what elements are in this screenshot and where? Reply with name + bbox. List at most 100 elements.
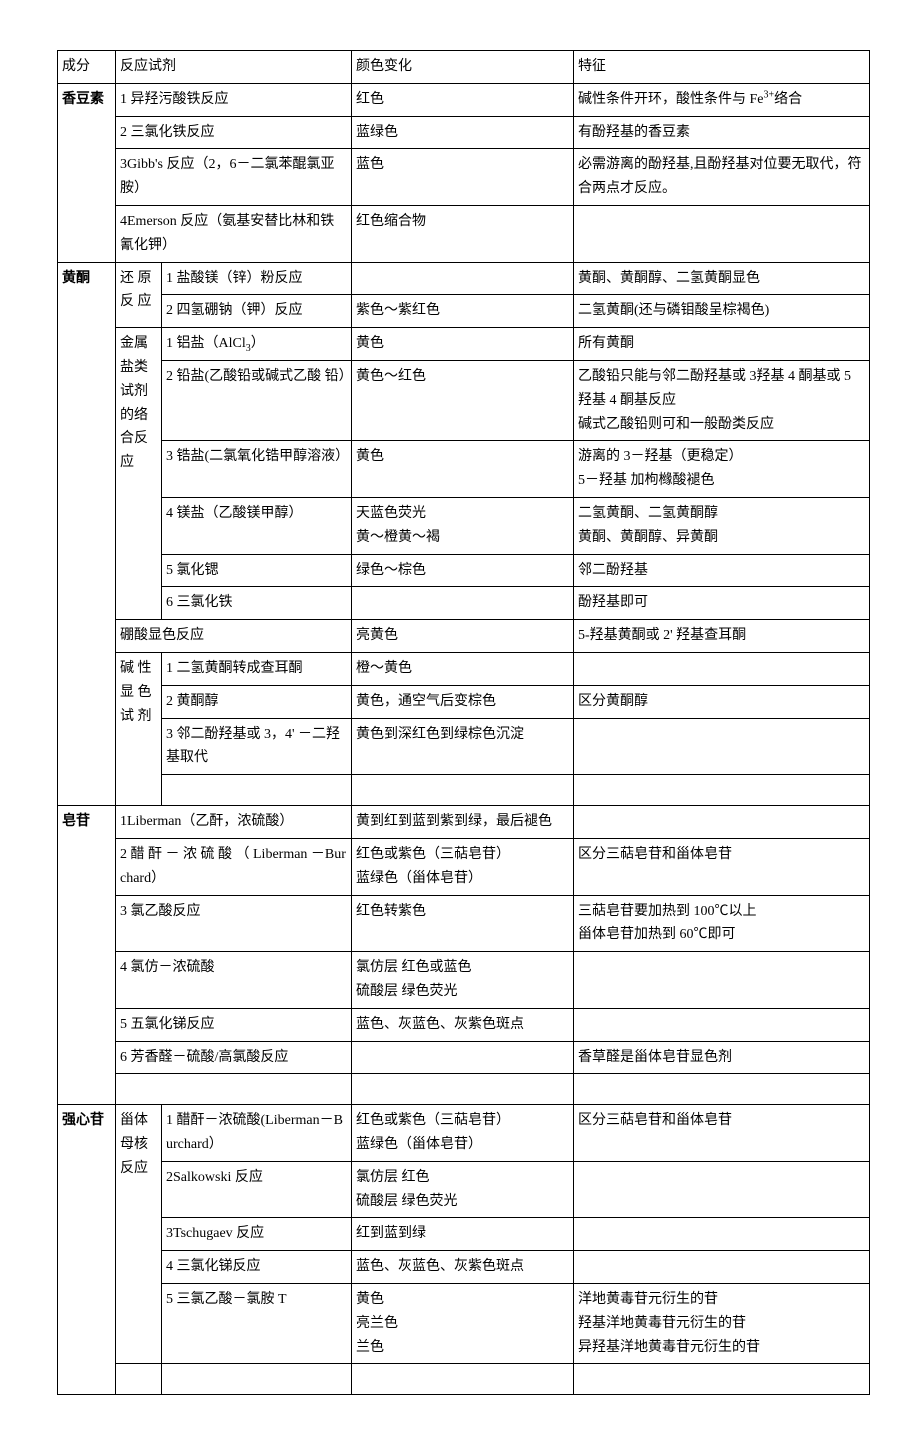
empty-row (58, 1364, 870, 1395)
reagent-cell: 2 黄酮醇 (162, 685, 352, 718)
reagent-cell: 3 邻二酚羟基或 3，4' －二羟基取代 (162, 718, 352, 775)
reagent-cell: 1 二氢黄酮转成查耳酮 (162, 652, 352, 685)
color-cell: 红色转紫色 (352, 895, 574, 952)
color-cell: 黄到红到蓝到紫到绿，最后褪色 (352, 806, 574, 839)
color-cell: 蓝色、灰蓝色、灰紫色斑点 (352, 1251, 574, 1284)
component-flavones: 黄酮 (58, 262, 116, 806)
reagent-cell: 2Salkowski 反应 (162, 1161, 352, 1218)
color-cell: 黄色 (352, 441, 574, 498)
table-row: 2Salkowski 反应 氯仿层 红色硫酸层 绿色荧光 (58, 1161, 870, 1218)
feature-cell (574, 1251, 870, 1284)
table-row: 5 三氯乙酸－氯胺 T 黄色亮兰色兰色 洋地黄毒苷元衍生的苷羟基洋地黄毒苷元衍生… (58, 1284, 870, 1364)
table-row: 3 锆盐(二氯氧化锆甲醇溶液） 黄色 游离的 3－羟基（更稳定）5－羟基 加枸橼… (58, 441, 870, 498)
reagent-cell: 3Tschugaev 反应 (162, 1218, 352, 1251)
feature-cell: 碱性条件开环，酸性条件与 Fe3+络合 (574, 83, 870, 116)
reagent-cell: 3 锆盐(二氯氧化锆甲醇溶液） (162, 441, 352, 498)
color-cell: 橙～黄色 (352, 652, 574, 685)
feature-cell: 区分三萜皂苷和甾体皂苷 (574, 838, 870, 895)
feature-cell: 香草醛是甾体皂苷显色剂 (574, 1041, 870, 1074)
table-row: 4 氯仿－浓硫酸 氯仿层 红色或蓝色硫酸层 绿色荧光 (58, 952, 870, 1009)
reagent-cell: 5 氯化锶 (162, 554, 352, 587)
table-row: 黄酮 还 原反 应 1 盐酸镁（锌）粉反应 黄酮、黄酮醇、二氢黄酮显色 (58, 262, 870, 295)
feature-cell: 黄酮、黄酮醇、二氢黄酮显色 (574, 262, 870, 295)
table-row: 强心苷 甾体母核反应 1 醋酐－浓硫酸(Liberman－Burchard） 红… (58, 1105, 870, 1162)
table-row: 4 镁盐（乙酸镁甲醇） 天蓝色荧光黄～橙黄～褐 二氢黄酮、二氢黄酮醇黄酮、黄酮醇… (58, 497, 870, 554)
color-cell (352, 587, 574, 620)
component-cardiac: 强心苷 (58, 1105, 116, 1395)
color-cell: 黄色到深红色到绿棕色沉淀 (352, 718, 574, 775)
table-row: 4 三氯化锑反应 蓝色、灰蓝色、灰紫色斑点 (58, 1251, 870, 1284)
feature-cell: 区分黄酮醇 (574, 685, 870, 718)
table-row: 2 黄酮醇 黄色，通空气后变棕色 区分黄酮醇 (58, 685, 870, 718)
color-cell: 氯仿层 红色硫酸层 绿色荧光 (352, 1161, 574, 1218)
feature-cell: 三萜皂苷要加热到 100℃以上甾体皂苷加热到 60℃即可 (574, 895, 870, 952)
reagent-cell: 1 醋酐－浓硫酸(Liberman－Burchard） (162, 1105, 352, 1162)
feature-cell (574, 1161, 870, 1218)
reagent-cell: 4 氯仿－浓硫酸 (116, 952, 352, 1009)
group-steroid-core: 甾体母核反应 (116, 1105, 162, 1364)
component-coumarins: 香豆素 (58, 83, 116, 262)
table-row: 2 四氢硼钠（钾）反应 紫色～紫红色 二氢黄酮(还与磷钼酸呈棕褐色) (58, 295, 870, 328)
table-row: 5 五氯化锑反应 蓝色、灰蓝色、灰紫色斑点 (58, 1008, 870, 1041)
feature-cell: 邻二酚羟基 (574, 554, 870, 587)
table-row: 2 三氯化铁反应 蓝绿色 有酚羟基的香豆素 (58, 116, 870, 149)
reagent-cell: 3Gibb's 反应（2，6－二氯苯醌氯亚胺） (116, 149, 352, 206)
color-cell: 亮黄色 (352, 620, 574, 653)
feature-cell (574, 952, 870, 1009)
table-row: 3Tschugaev 反应 红到蓝到绿 (58, 1218, 870, 1251)
feature-cell: 区分三萜皂苷和甾体皂苷 (574, 1105, 870, 1162)
color-cell (352, 1041, 574, 1074)
header-reagent: 反应试剂 (116, 51, 352, 84)
reagent-cell: 3 氯乙酸反应 (116, 895, 352, 952)
feature-cell: 乙酸铅只能与邻二酚羟基或 3羟基 4 酮基或 5 羟基 4 酮基反应碱式乙酸铅则… (574, 360, 870, 440)
color-cell: 氯仿层 红色或蓝色硫酸层 绿色荧光 (352, 952, 574, 1009)
color-cell: 紫色～紫红色 (352, 295, 574, 328)
table-row: 香豆素 1 异羟污酸铁反应 红色 碱性条件开环，酸性条件与 Fe3+络合 (58, 83, 870, 116)
feature-cell (574, 1008, 870, 1041)
table-row: 硼酸显色反应 亮黄色 5-羟基黄酮或 2' 羟基查耳酮 (58, 620, 870, 653)
component-saponins: 皂苷 (58, 806, 116, 1105)
reagent-cell: 1Liberman（乙酐，浓硫酸） (116, 806, 352, 839)
feature-cell (574, 718, 870, 775)
reagent-cell: 2 四氢硼钠（钾）反应 (162, 295, 352, 328)
feature-cell (574, 652, 870, 685)
table-header-row: 成分 反应试剂 颜色变化 特征 (58, 51, 870, 84)
table-row: 2 铅盐(乙酸铅或碱式乙酸 铅） 黄色～红色 乙酸铅只能与邻二酚羟基或 3羟基 … (58, 360, 870, 440)
header-feature: 特征 (574, 51, 870, 84)
reagent-cell: 1 异羟污酸铁反应 (116, 83, 352, 116)
table-row: 3Gibb's 反应（2，6－二氯苯醌氯亚胺） 蓝色 必需游离的酚羟基,且酚羟基… (58, 149, 870, 206)
group-reduction: 还 原反 应 (116, 262, 162, 328)
color-cell: 黄色 (352, 328, 574, 361)
feature-cell (574, 1218, 870, 1251)
reagent-cell: 5 五氯化锑反应 (116, 1008, 352, 1041)
color-cell: 蓝色、灰蓝色、灰紫色斑点 (352, 1008, 574, 1041)
table-row: 3 氯乙酸反应 红色转紫色 三萜皂苷要加热到 100℃以上甾体皂苷加热到 60℃… (58, 895, 870, 952)
reagent-cell: 2 三氯化铁反应 (116, 116, 352, 149)
feature-cell: 洋地黄毒苷元衍生的苷羟基洋地黄毒苷元衍生的苷异羟基洋地黄毒苷元衍生的苷 (574, 1284, 870, 1364)
color-cell: 黄色亮兰色兰色 (352, 1284, 574, 1364)
group-metal-salt: 金属盐类试剂的络合反 应 (116, 328, 162, 620)
feature-cell: 二氢黄酮、二氢黄酮醇黄酮、黄酮醇、异黄酮 (574, 497, 870, 554)
reagent-cell: 1 铝盐（AlCl3） (162, 328, 352, 361)
feature-cell: 二氢黄酮(还与磷钼酸呈棕褐色) (574, 295, 870, 328)
reaction-table: 成分 反应试剂 颜色变化 特征 香豆素 1 异羟污酸铁反应 红色 碱性条件开环，… (57, 50, 870, 1395)
reagent-cell: 6 三氯化铁 (162, 587, 352, 620)
table-row: 碱 性显 色试 剂 1 二氢黄酮转成查耳酮 橙～黄色 (58, 652, 870, 685)
color-cell: 黄色，通空气后变棕色 (352, 685, 574, 718)
feature-cell (574, 806, 870, 839)
feature-cell: 有酚羟基的香豆素 (574, 116, 870, 149)
reagent-cell: 6 芳香醛－硫酸/高氯酸反应 (116, 1041, 352, 1074)
feature-cell (574, 205, 870, 262)
color-cell: 红色或紫色（三萜皂苷）蓝绿色（甾体皂苷） (352, 1105, 574, 1162)
color-cell: 红色缩合物 (352, 205, 574, 262)
header-component: 成分 (58, 51, 116, 84)
color-cell (352, 262, 574, 295)
table-row: 6 芳香醛－硫酸/高氯酸反应 香草醛是甾体皂苷显色剂 (58, 1041, 870, 1074)
feature-cell: 酚羟基即可 (574, 587, 870, 620)
header-color: 颜色变化 (352, 51, 574, 84)
color-cell: 红到蓝到绿 (352, 1218, 574, 1251)
reagent-cell: 4 三氯化锑反应 (162, 1251, 352, 1284)
color-cell: 蓝色 (352, 149, 574, 206)
table-row: 金属盐类试剂的络合反 应 1 铝盐（AlCl3） 黄色 所有黄酮 (58, 328, 870, 361)
feature-cell: 所有黄酮 (574, 328, 870, 361)
